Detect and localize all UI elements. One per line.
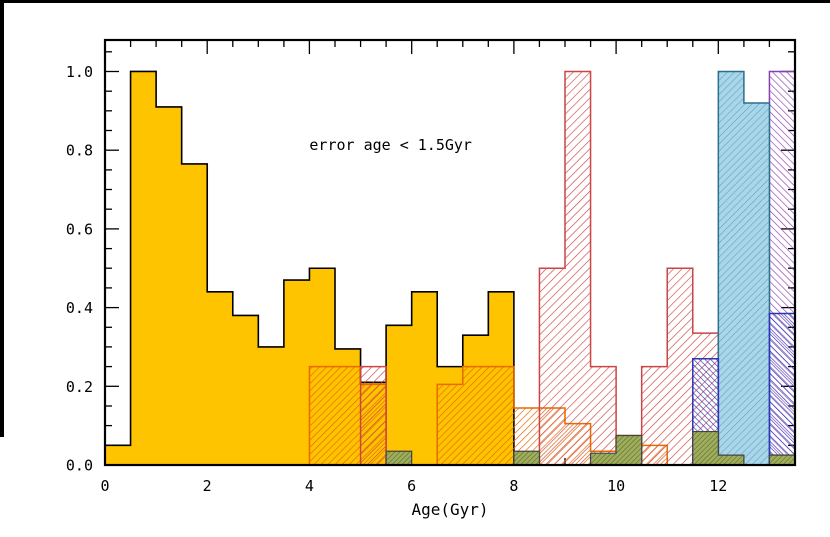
y-tick-label: 1.0	[66, 63, 93, 81]
y-tick-label: 0.4	[66, 299, 93, 317]
x-tick-label: 8	[509, 477, 518, 495]
y-tick-label: 0.6	[66, 220, 93, 238]
window-left-border	[0, 0, 4, 437]
y-tick-label: 0.2	[66, 378, 93, 396]
y-tick-label: 0.0	[66, 457, 93, 475]
x-tick-label: 10	[607, 477, 625, 495]
x-tick-label: 6	[407, 477, 416, 495]
x-tick-label: 4	[305, 477, 314, 495]
window-top-border	[0, 0, 830, 3]
annotation-error-age: error age < 1.5Gyr	[309, 136, 472, 154]
plot-frame	[103, 38, 797, 467]
x-axis-title: Age(Gyr)	[411, 500, 488, 519]
x-tick-label: 0	[100, 477, 109, 495]
y-tick-label: 0.8	[66, 142, 93, 160]
x-tick-label: 12	[709, 477, 727, 495]
axis-text: 0.0 0.2 0.4 0.6 0.8 1.0 0 2 4 6 8 10 12 Age(Gyr) error…	[66, 63, 727, 519]
x-tick-label: 2	[203, 477, 212, 495]
